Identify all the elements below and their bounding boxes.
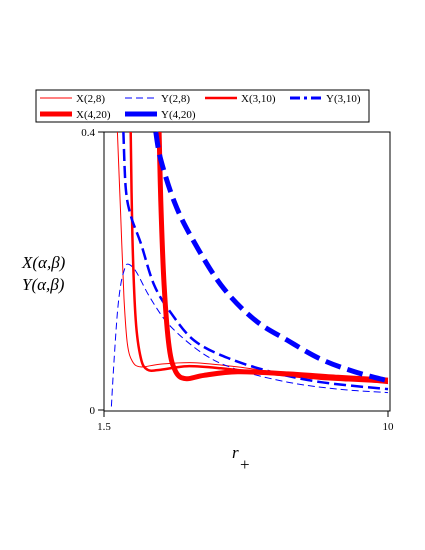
legend-label-x-4-20: X(4,20) [76,109,111,121]
x-tick-label-left: 1.5 [97,421,111,433]
series-line-x-4-20 [156,131,389,383]
y-tick-label-top: 0.4 [81,127,95,139]
series-layer [110,131,389,407]
legend-label-x-2-8: X(2,8) [76,93,105,105]
series-line-y-2-8 [110,263,389,407]
legend-label-x-3-10: X(3,10) [241,93,276,105]
legend-label-y-2-8: Y(2,8) [161,93,190,105]
series-line-y-4-20 [153,131,389,384]
legend: X(2,8) Y(2,8) X(3,10) Y(3,10) X(4,20) Y(… [35,89,370,123]
plot-frame [103,131,391,412]
y-axis-label-line-1: X(α,β) [21,253,66,272]
legend-label-y-3-10: Y(3,10) [326,93,361,105]
x-axis-label-subscript: + [240,455,250,474]
legend-label-y-4-20: Y(4,20) [161,109,196,121]
legend-box [35,89,370,123]
x-axis-label: r [232,443,239,462]
y-axis-label-line-2: Y(α,β) [22,275,65,294]
x-tick-label-right: 10 [383,421,395,433]
y-tick-label-bottom: 0 [90,405,96,417]
